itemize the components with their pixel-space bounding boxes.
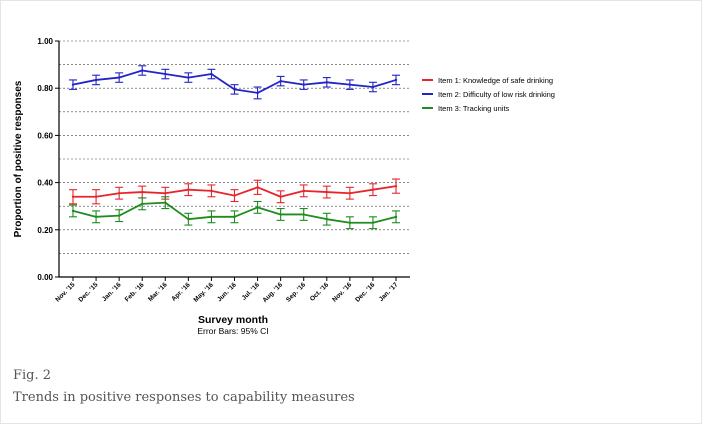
series-1 (69, 178, 400, 205)
data-point (256, 206, 259, 209)
data-point (117, 76, 121, 79)
y-tick-label: 0.80 (37, 84, 53, 93)
data-point (394, 215, 398, 219)
x-tick-label: Jul. '16 (241, 281, 262, 302)
data-point (279, 213, 282, 216)
data-point (94, 215, 98, 219)
data-point (302, 189, 305, 193)
data-point (164, 72, 167, 76)
legend-label: Item 3: Tracking units (438, 104, 510, 113)
data-point (371, 221, 375, 224)
y-axis-title: Proportion of positive responses (13, 80, 24, 237)
data-point (371, 85, 375, 89)
data-point (233, 215, 236, 219)
legend-label: Item 1: Knowledge of safe drinking (438, 76, 553, 85)
series-3 (69, 196, 400, 230)
data-point (187, 76, 190, 79)
data-point (233, 88, 236, 91)
series-layer (69, 65, 400, 230)
x-tick-label: Mar. '16 (147, 281, 169, 303)
data-point (325, 81, 328, 84)
x-tick-label: Nov. '16 (331, 281, 353, 303)
x-tick-label: Apr. '16 (170, 281, 192, 303)
data-point (348, 221, 352, 224)
grid-layer (59, 40, 410, 254)
data-point (279, 79, 282, 83)
figure-caption: Trends in positive responses to capabili… (13, 390, 355, 405)
data-point (141, 202, 144, 206)
data-point (164, 192, 167, 195)
x-tick-label: Jan. '16 (101, 281, 123, 303)
figure-label: Fig. 2 (13, 368, 52, 383)
data-point (71, 209, 75, 213)
legend-label: Item 2: Difficulty of low risk drinking (438, 90, 555, 99)
data-point (210, 215, 213, 219)
y-tick-label: 0.40 (37, 179, 53, 188)
x-tick-label: Oct. '16 (309, 281, 331, 303)
x-tick-label: Nov. '15 (54, 281, 76, 303)
data-point (187, 217, 190, 221)
x-tick-label: Jun. '16 (216, 281, 238, 303)
data-point (371, 188, 375, 191)
y-tick-label: 0.00 (37, 273, 53, 282)
data-point (210, 72, 213, 76)
data-point (256, 186, 259, 189)
y-ticks: 0.00 0.20 0.40 0.60 0.80 1.00 (37, 37, 59, 282)
data-point (325, 217, 328, 221)
data-point (394, 78, 398, 82)
data-point (117, 214, 121, 217)
data-point (71, 195, 75, 198)
x-tick-label: Aug. '16 (261, 281, 284, 304)
y-tick-label: 0.20 (37, 226, 53, 235)
x-tick-label: Dec. '16 (354, 281, 376, 303)
data-point (94, 78, 98, 82)
data-point (187, 188, 190, 191)
data-point (141, 190, 144, 194)
x-tick-label: Jan. '17 (378, 281, 400, 303)
series-2 (69, 65, 400, 100)
data-point (94, 195, 98, 198)
data-point (256, 91, 259, 95)
data-point (210, 189, 213, 193)
data-point (302, 213, 305, 216)
line-chart: 0.000.200.400.600.801.00 Nov. '15 Dec. '1… (13, 37, 555, 336)
y-tick-label: 1.00 (37, 37, 53, 46)
x-axis-title: Survey month (198, 314, 268, 326)
data-point (348, 192, 352, 195)
x-ticks: Nov. '15 Dec. '15 Jan. '16 Feb. '16 Mar. '16… (54, 277, 400, 304)
data-point (279, 195, 282, 198)
data-point (164, 201, 167, 204)
x-axis-note: Error Bars: 95% CI (197, 326, 268, 336)
data-point (141, 69, 144, 72)
x-tick-label: May. '16 (193, 281, 216, 304)
data-point (233, 194, 236, 197)
x-tick-label: Sep. '16 (285, 281, 307, 303)
data-point (348, 83, 352, 86)
data-point (71, 83, 75, 86)
y-tick-label: 0.60 (37, 131, 53, 140)
data-point (394, 184, 398, 188)
legend: Item 1: Knowledge of safe drinking Item 2… (422, 76, 555, 113)
data-point (302, 83, 305, 86)
x-tick-label: Dec. '15 (77, 281, 99, 303)
data-point (325, 190, 328, 194)
x-tick-label: Feb. '16 (124, 281, 146, 303)
data-point (117, 192, 121, 195)
